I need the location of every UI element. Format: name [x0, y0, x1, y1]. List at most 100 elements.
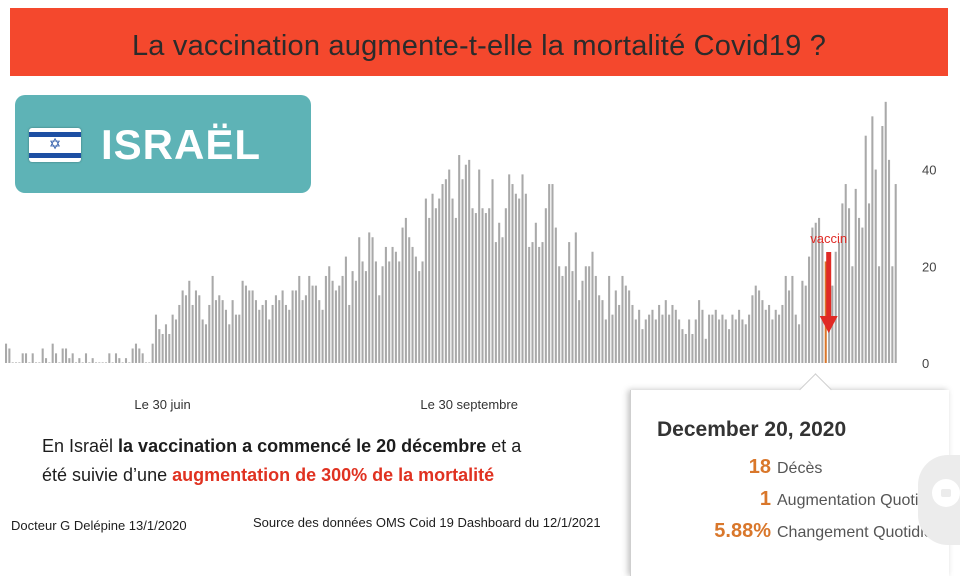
chart-bar — [164, 324, 168, 363]
chart-bar — [134, 343, 138, 363]
chart-bar — [74, 362, 78, 363]
chart-bar — [778, 314, 781, 363]
chart-bar — [594, 275, 597, 363]
chart-bar — [254, 300, 257, 363]
chart-bar — [161, 333, 164, 363]
chart-bar — [111, 362, 114, 363]
chart-bar — [761, 300, 764, 363]
chart-bar — [428, 217, 431, 363]
chart-bar — [261, 304, 264, 363]
chart-bar — [758, 290, 761, 363]
chart-bar — [361, 261, 364, 363]
chart-bar — [551, 184, 554, 363]
chart-bar — [231, 300, 234, 363]
chart-bar — [648, 314, 651, 363]
chart-bar — [771, 319, 774, 363]
chart-bar — [561, 275, 564, 363]
chart-bar — [868, 203, 871, 363]
chart-bar — [818, 217, 821, 363]
chart-bar — [451, 198, 454, 363]
chart-bar — [608, 275, 611, 363]
author-credit: Docteur G Delépine 13/1/2020 — [11, 518, 187, 533]
chart-bar — [774, 309, 777, 363]
chart-bar — [804, 285, 807, 363]
chart-bar — [811, 227, 814, 363]
chart-bar — [178, 304, 181, 363]
chart-bar — [611, 314, 614, 363]
chart-bar — [28, 362, 31, 363]
chart-bar — [468, 159, 471, 363]
chart-bar — [584, 266, 587, 363]
chart-bar — [421, 261, 424, 363]
chart-bar — [448, 169, 451, 363]
chart-bar — [768, 304, 771, 363]
chart-bar — [418, 271, 421, 363]
chart-bar — [638, 309, 641, 363]
chart-bar — [294, 290, 297, 363]
chart-bar — [401, 227, 404, 363]
chart-bar — [728, 329, 731, 363]
chart-bar — [274, 295, 277, 363]
chart-bar — [668, 314, 671, 363]
chart-bar — [658, 304, 661, 363]
chart-bar — [88, 362, 91, 363]
chart-bar — [718, 319, 721, 363]
chart-bar — [604, 319, 607, 363]
chart-bar — [208, 304, 211, 363]
chart-bar — [558, 266, 561, 363]
chart-bar — [15, 362, 18, 363]
chart-bar — [894, 184, 897, 363]
chart-bar — [734, 319, 737, 363]
caption: En Israël la vaccination a commencé le 2… — [42, 432, 521, 490]
chart-bar — [271, 304, 274, 363]
chart-bar — [224, 309, 227, 363]
chart-bar — [454, 217, 457, 363]
chart-bar — [84, 353, 88, 363]
chart-bar — [581, 280, 584, 363]
chart-bar — [91, 358, 94, 363]
chart-bar — [251, 290, 254, 363]
chart-bar — [24, 353, 28, 363]
chart-bar — [304, 295, 307, 363]
chart-bar — [764, 309, 767, 363]
chart-bar — [874, 169, 877, 363]
chart-bar — [744, 324, 747, 363]
chart-bar — [144, 362, 148, 363]
chart-bar — [351, 271, 354, 363]
chart-bar — [834, 251, 837, 363]
chart-bar — [634, 319, 637, 363]
x-tick-label: Le 30 septembre — [420, 397, 518, 412]
chart-bar — [264, 300, 267, 363]
chart-bar — [714, 309, 717, 363]
x-tick-label: Le 30 juin — [134, 397, 190, 412]
chart-bar — [338, 285, 341, 363]
tooltip-label: Changement Quotidien — [777, 524, 942, 541]
chat-bubble-icon[interactable] — [918, 455, 960, 545]
tooltip-row-daily-change: 5.88% Changement Quotidien — [631, 520, 942, 543]
chart-bar — [844, 184, 847, 363]
chart-bar — [128, 362, 131, 363]
chart-bar — [281, 290, 284, 363]
chart-bar — [511, 184, 514, 363]
vaccine-arrow-head — [819, 316, 838, 333]
chart-bar — [808, 256, 811, 363]
chart-bar — [211, 275, 214, 363]
chart-bar — [331, 280, 334, 363]
chart-bar — [314, 285, 317, 363]
chart-bar — [201, 319, 204, 363]
chart-bar — [424, 198, 427, 363]
chart-bar — [444, 179, 447, 363]
chart-bar — [501, 237, 504, 363]
chart-bar — [618, 304, 621, 363]
chart-bar — [334, 290, 337, 363]
chart-bar — [711, 314, 714, 363]
chart-bar — [94, 362, 98, 363]
tooltip-value: 1 — [759, 488, 771, 510]
chart-bar — [174, 319, 178, 363]
chart-bar — [748, 314, 751, 363]
chart-bar — [538, 246, 541, 363]
chart-bar — [628, 290, 631, 363]
chart-bar — [704, 338, 707, 363]
chart-bar — [478, 169, 481, 363]
